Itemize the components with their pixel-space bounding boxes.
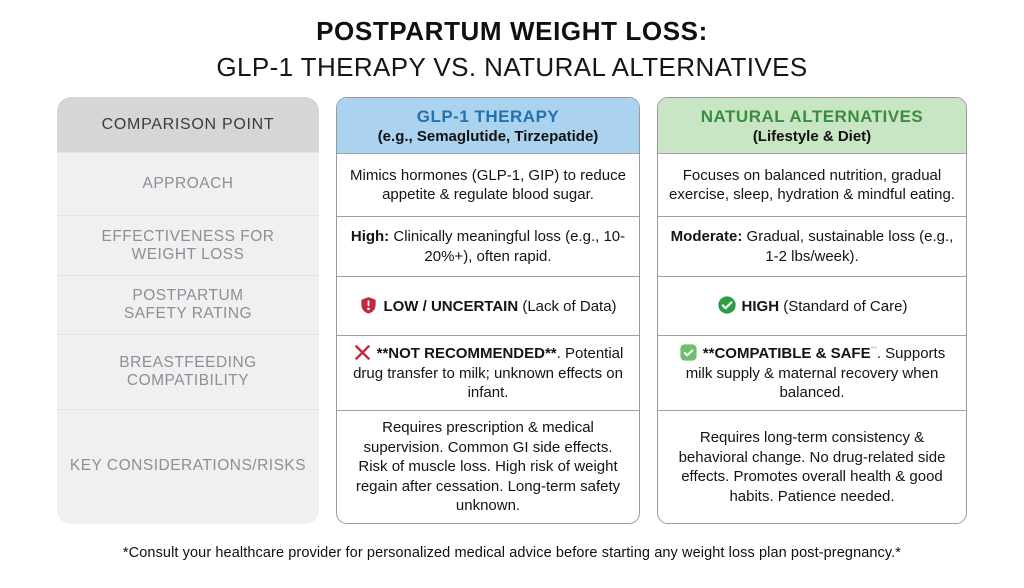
glp1-breastfeeding-text: **NOT RECOMMENDED**. Potential drug tran… — [347, 343, 629, 403]
glp1-column: GLP-1 THERAPY (e.g., Semaglutide, Tirzep… — [336, 97, 640, 524]
natural-breastfeeding-lead: **COMPATIBLE & SAFE — [702, 345, 871, 363]
natural-considerations-text: Requires long-term consistency & behavio… — [678, 429, 946, 505]
glp1-effectiveness-cell: High: Clinically meaningful loss (e.g., … — [337, 216, 639, 276]
natural-effectiveness-rest: Gradual, sustainable loss (e.g., 1-2 lbs… — [742, 228, 954, 265]
natural-safety-lead: HIGH — [741, 298, 780, 316]
row-label-considerations: KEY CONSIDERATIONS/RISKS — [57, 409, 319, 522]
disclaimer-text: *Consult your healthcare provider for pe… — [122, 545, 902, 561]
natural-column-title: NATURAL ALTERNATIVES — [700, 106, 924, 126]
row-label-safety: POSTPARTUM SAFETY RATING — [57, 275, 319, 334]
natural-safety-cell: HIGH (Standard of Care) — [658, 276, 966, 335]
natural-breastfeeding-rest: . Supports milk supply & maternal recove… — [685, 345, 946, 402]
natural-column-header: NATURAL ALTERNATIVES (Lifestyle & Diet) — [658, 98, 966, 153]
natural-column-subtitle: (Lifestyle & Diet) — [752, 127, 872, 145]
glp1-approach-text: Mimics hormones (GLP-1, GIP) to reduce a… — [350, 166, 626, 204]
natural-approach-text: Focuses on balanced nutrition, gradual e… — [669, 166, 955, 204]
natural-considerations-cell: Requires long-term consistency & behavio… — [658, 410, 966, 523]
glp1-column-title: GLP-1 THERAPY — [416, 106, 560, 126]
glp1-safety-text: LOW / UNCERTAIN (Lack of Data) — [359, 296, 617, 317]
glp1-column-subtitle: (e.g., Semaglutide, Tirzepatide) — [377, 127, 599, 145]
page-title: POSTPARTUM WEIGHT LOSS: GLP-1 THERAPY VS… — [0, 16, 1024, 83]
natural-safety-rest: (Standard of Care) — [779, 298, 908, 316]
glp1-considerations-text: Requires prescription & medical supervis… — [355, 419, 621, 515]
glp1-effectiveness-text: High: Clinically meaningful loss (e.g., … — [347, 227, 629, 266]
glp1-breastfeeding-lead: **NOT RECOMMENDED** — [376, 345, 557, 363]
glp1-safety-lead: LOW / UNCERTAIN — [383, 297, 519, 315]
comparison-point-header: COMPARISON POINT — [57, 97, 319, 152]
glp1-breastfeeding-rest: . Potential drug transfer to milk; unkno… — [353, 345, 624, 402]
glp1-effectiveness-rest: Clinically meaningful loss (e.g., 10-20%… — [389, 228, 626, 265]
natural-column: NATURAL ALTERNATIVES (Lifestyle & Diet) … — [657, 97, 967, 524]
natural-effectiveness-text: Moderate: Gradual, sustainable loss (e.g… — [668, 227, 956, 266]
title-line-1: POSTPARTUM WEIGHT LOSS: — [316, 16, 708, 46]
glp1-effectiveness-lead: High: — [350, 228, 390, 245]
natural-effectiveness-lead: Moderate: — [670, 228, 743, 245]
row-label-breastfeeding: BREASTFEEDING COMPATIBILITY — [57, 334, 319, 409]
glp1-column-header: GLP-1 THERAPY (e.g., Semaglutide, Tirzep… — [337, 98, 639, 153]
glp1-approach-cell: Mimics hormones (GLP-1, GIP) to reduce a… — [337, 153, 639, 216]
natural-approach-cell: Focuses on balanced nutrition, gradual e… — [658, 153, 966, 216]
row-label-approach: APPROACH — [57, 152, 319, 215]
row-label-effectiveness: EFFECTIVENESS FOR WEIGHT LOSS — [57, 215, 319, 275]
comparison-point-column: COMPARISON POINT APPROACH EFFECTIVENESS … — [57, 97, 319, 524]
check-shield-icon — [717, 296, 736, 314]
natural-effectiveness-cell: Moderate: Gradual, sustainable loss (e.g… — [658, 216, 966, 276]
natural-breastfeeding-text: **COMPATIBLE & SAFE**. Supports milk sup… — [668, 343, 956, 403]
check-box-icon — [680, 344, 697, 361]
natural-safety-text: HIGH (Standard of Care) — [717, 295, 908, 317]
natural-breastfeeding-cell: **COMPATIBLE & SAFE**. Supports milk sup… — [658, 335, 966, 410]
glp1-considerations-cell: Requires prescription & medical supervis… — [337, 410, 639, 523]
glp1-breastfeeding-cell: **NOT RECOMMENDED**. Potential drug tran… — [337, 335, 639, 410]
alert-shield-icon — [361, 296, 377, 314]
glp1-safety-rest: (Lack of Data) — [518, 297, 617, 315]
x-mark-icon — [354, 345, 370, 361]
comparison-table: COMPARISON POINT APPROACH EFFECTIVENESS … — [0, 97, 1024, 524]
natural-breastfeeding-superscript: ** — [870, 345, 877, 355]
glp1-safety-cell: LOW / UNCERTAIN (Lack of Data) — [337, 276, 639, 335]
title-line-2: GLP-1 THERAPY VS. NATURAL ALTERNATIVES — [216, 52, 808, 82]
